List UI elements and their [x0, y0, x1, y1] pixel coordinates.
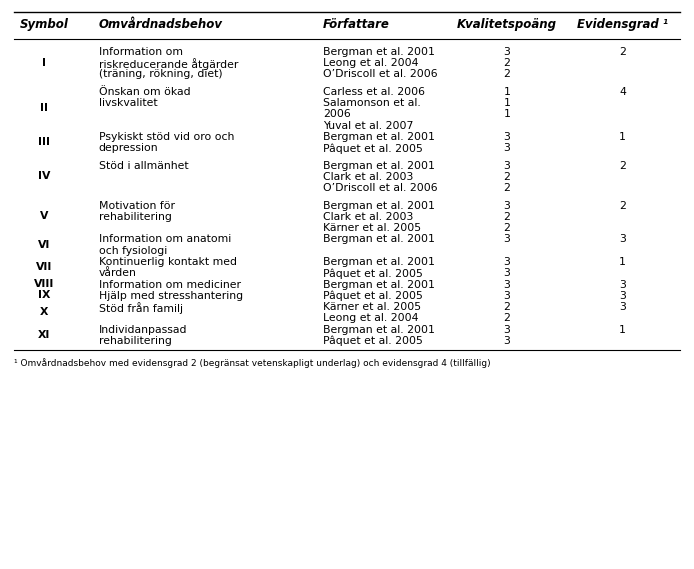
- Text: 3: 3: [503, 291, 510, 301]
- Text: IX: IX: [38, 290, 51, 300]
- Text: V: V: [40, 212, 49, 221]
- Text: 1: 1: [619, 257, 626, 267]
- Text: 3: 3: [503, 279, 510, 290]
- Text: 1: 1: [503, 87, 510, 97]
- Text: riskreducerande åtgärder: riskreducerande åtgärder: [99, 58, 238, 70]
- Text: 2: 2: [619, 201, 626, 211]
- Text: Clark et al. 2003: Clark et al. 2003: [323, 212, 414, 222]
- Text: Bergman et al. 2001: Bergman et al. 2001: [323, 325, 435, 335]
- Text: 2006: 2006: [323, 109, 351, 119]
- Text: VIII: VIII: [34, 279, 55, 289]
- Text: Salamonson et al.: Salamonson et al.: [323, 98, 421, 108]
- Text: 1: 1: [619, 325, 626, 335]
- Text: 2: 2: [503, 314, 510, 323]
- Text: 3: 3: [503, 269, 510, 278]
- Text: 1: 1: [503, 109, 510, 119]
- Text: VI: VI: [38, 240, 51, 250]
- Text: O’Driscoll et al. 2006: O’Driscoll et al. 2006: [323, 69, 438, 80]
- Text: Bergman et al. 2001: Bergman et al. 2001: [323, 279, 435, 290]
- Text: Kärner et al. 2005: Kärner et al. 2005: [323, 302, 421, 312]
- Text: Omvårdnadsbehov: Omvårdnadsbehov: [99, 18, 223, 31]
- Text: Stöd i allmänhet: Stöd i allmänhet: [99, 160, 188, 171]
- Text: 2: 2: [503, 183, 510, 193]
- Text: III: III: [38, 137, 51, 147]
- Text: 2: 2: [503, 58, 510, 68]
- Text: Kontinuerlig kontakt med: Kontinuerlig kontakt med: [99, 257, 237, 267]
- Text: Bergman et al. 2001: Bergman et al. 2001: [323, 132, 435, 142]
- Text: Information om mediciner: Information om mediciner: [99, 279, 241, 290]
- Text: 3: 3: [619, 291, 626, 301]
- Text: I: I: [42, 57, 46, 68]
- Text: Evidensgrad ¹: Evidensgrad ¹: [577, 18, 668, 31]
- Text: Psykiskt stöd vid oro och: Psykiskt stöd vid oro och: [99, 132, 234, 142]
- Text: 2: 2: [503, 69, 510, 80]
- Text: Individanpassad: Individanpassad: [99, 325, 187, 335]
- Text: 2: 2: [503, 302, 510, 312]
- Text: Leong et al. 2004: Leong et al. 2004: [323, 58, 418, 68]
- Text: 2: 2: [503, 172, 510, 182]
- Text: 3: 3: [503, 160, 510, 171]
- Text: IV: IV: [38, 171, 51, 182]
- Text: VII: VII: [36, 262, 53, 272]
- Text: 3: 3: [503, 234, 510, 245]
- Text: Carless et al. 2006: Carless et al. 2006: [323, 87, 425, 97]
- Text: Kärner et al. 2005: Kärner et al. 2005: [323, 223, 421, 233]
- Text: Symbol: Symbol: [20, 18, 69, 31]
- Text: Hjälp med stresshantering: Hjälp med stresshantering: [99, 291, 243, 301]
- Text: 3: 3: [619, 279, 626, 290]
- Text: (träning, rökning, diet): (träning, rökning, diet): [99, 69, 222, 80]
- Text: Bergman et al. 2001: Bergman et al. 2001: [323, 257, 435, 267]
- Text: Motivation för: Motivation för: [99, 201, 175, 211]
- Text: Pâquet et al. 2005: Pâquet et al. 2005: [323, 269, 423, 279]
- Text: 3: 3: [503, 336, 510, 346]
- Text: II: II: [40, 103, 49, 113]
- Text: 1: 1: [503, 98, 510, 108]
- Text: Pâquet et al. 2005: Pâquet et al. 2005: [323, 143, 423, 154]
- Text: Stöd från familj: Stöd från familj: [99, 302, 183, 314]
- Text: 3: 3: [503, 325, 510, 335]
- Text: Yuval et al. 2007: Yuval et al. 2007: [323, 121, 414, 131]
- Text: Pâquet et al. 2005: Pâquet et al. 2005: [323, 291, 423, 302]
- Text: Bergman et al. 2001: Bergman et al. 2001: [323, 234, 435, 245]
- Text: 3: 3: [503, 47, 510, 57]
- Text: 3: 3: [503, 132, 510, 142]
- Text: 3: 3: [503, 143, 510, 153]
- Text: 3: 3: [503, 201, 510, 211]
- Text: Författare: Författare: [323, 18, 390, 31]
- Text: Kvalitetspoäng: Kvalitetspoäng: [457, 18, 557, 31]
- Text: depression: depression: [99, 143, 158, 153]
- Text: Leong et al. 2004: Leong et al. 2004: [323, 314, 418, 323]
- Text: rehabilitering: rehabilitering: [99, 336, 171, 346]
- Text: Bergman et al. 2001: Bergman et al. 2001: [323, 160, 435, 171]
- Text: O’Driscoll et al. 2006: O’Driscoll et al. 2006: [323, 183, 438, 193]
- Text: 2: 2: [619, 47, 626, 57]
- Text: och fysiologi: och fysiologi: [99, 246, 167, 256]
- Text: 4: 4: [619, 87, 626, 97]
- Text: Bergman et al. 2001: Bergman et al. 2001: [323, 201, 435, 211]
- Text: livskvalitet: livskvalitet: [99, 98, 158, 108]
- Text: X: X: [40, 307, 49, 318]
- Text: rehabilitering: rehabilitering: [99, 212, 171, 222]
- Text: Pâquet et al. 2005: Pâquet et al. 2005: [323, 336, 423, 347]
- Text: 2: 2: [503, 223, 510, 233]
- Text: Önskan om ökad: Önskan om ökad: [99, 87, 190, 97]
- Text: 2: 2: [503, 212, 510, 222]
- Text: 1: 1: [619, 132, 626, 142]
- Text: Information om anatomi: Information om anatomi: [99, 234, 231, 245]
- Text: 3: 3: [619, 302, 626, 312]
- Text: 2: 2: [619, 160, 626, 171]
- Text: Clark et al. 2003: Clark et al. 2003: [323, 172, 414, 182]
- Text: 3: 3: [503, 257, 510, 267]
- Text: Information om: Information om: [99, 47, 183, 57]
- Text: 3: 3: [619, 234, 626, 245]
- Text: Bergman et al. 2001: Bergman et al. 2001: [323, 47, 435, 57]
- Text: XI: XI: [38, 330, 51, 340]
- Text: vården: vården: [99, 269, 137, 278]
- Text: ¹ Omvårdnadsbehov med evidensgrad 2 (begränsat vetenskapligt underlag) och evide: ¹ Omvårdnadsbehov med evidensgrad 2 (beg…: [14, 358, 491, 368]
